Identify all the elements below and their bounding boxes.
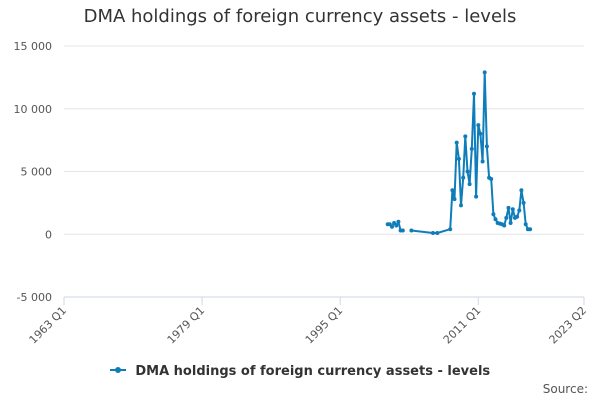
data-point[interactable]	[394, 223, 399, 228]
y-tick-label: -5 000	[17, 291, 52, 304]
x-tick-label: 1995 Q1	[303, 304, 346, 347]
data-point[interactable]	[504, 215, 509, 220]
data-point[interactable]	[484, 144, 489, 149]
data-point[interactable]	[480, 159, 485, 164]
data-point[interactable]	[396, 219, 401, 224]
x-tick-label: 1979 Q1	[165, 304, 208, 347]
data-point[interactable]	[390, 224, 394, 229]
data-point[interactable]	[476, 123, 481, 128]
data-point[interactable]	[400, 228, 405, 233]
data-point[interactable]	[431, 231, 435, 235]
data-point[interactable]	[515, 214, 520, 219]
data-point[interactable]	[463, 134, 468, 139]
data-point[interactable]	[448, 227, 453, 232]
legend-label: DMA holdings of foreign currency assets …	[135, 364, 491, 379]
legend[interactable]: DMA holdings of foreign currency assets …	[0, 364, 600, 379]
data-point[interactable]	[510, 207, 515, 212]
data-point[interactable]	[491, 212, 496, 217]
y-tick-label: 5 000	[21, 166, 53, 179]
data-point[interactable]	[474, 194, 479, 199]
x-tick-label: 1963 Q1	[27, 304, 70, 347]
data-point[interactable]	[454, 140, 459, 145]
data-point[interactable]	[465, 169, 470, 174]
data-point[interactable]	[467, 182, 472, 187]
x-axis: 1963 Q1 1979 Q1 1995 Q1 2011 Q1 2023 Q2	[27, 296, 590, 347]
data-point[interactable]	[478, 131, 483, 136]
source-label: Source:	[542, 382, 588, 396]
y-tick-label: 15 000	[14, 40, 53, 53]
data-point[interactable]	[506, 205, 511, 210]
data-point[interactable]	[489, 177, 494, 181]
y-tick-label: 10 000	[14, 103, 53, 116]
data-point[interactable]	[461, 175, 466, 180]
y-axis-ticks: 15 000 10 000 5 000 0 -5 000	[14, 40, 53, 304]
data-point[interactable]	[472, 91, 476, 96]
data-point[interactable]	[456, 156, 461, 161]
y-tick-label: 0	[45, 228, 52, 241]
data-point[interactable]	[452, 197, 457, 202]
chart-title: DMA holdings of foreign currency assets …	[83, 6, 517, 27]
data-point[interactable]	[528, 227, 533, 232]
data-point[interactable]	[523, 222, 528, 227]
data-point[interactable]	[459, 203, 463, 208]
gridlines	[64, 45, 584, 298]
data-point[interactable]	[517, 208, 522, 213]
data-point[interactable]	[450, 188, 455, 193]
legend-marker-icon	[109, 366, 126, 373]
series-layer	[385, 70, 533, 235]
data-point[interactable]	[469, 146, 474, 151]
data-point[interactable]	[493, 217, 498, 222]
x-tick-label: 2023 Q2	[547, 304, 590, 347]
x-tick-label: 2011 Q1	[441, 304, 484, 347]
data-point[interactable]	[482, 70, 487, 75]
data-point[interactable]	[521, 200, 526, 205]
data-point[interactable]	[502, 223, 507, 228]
data-point[interactable]	[409, 228, 414, 233]
data-point[interactable]	[508, 221, 513, 225]
data-point[interactable]	[435, 231, 440, 235]
data-point[interactable]	[519, 188, 524, 193]
